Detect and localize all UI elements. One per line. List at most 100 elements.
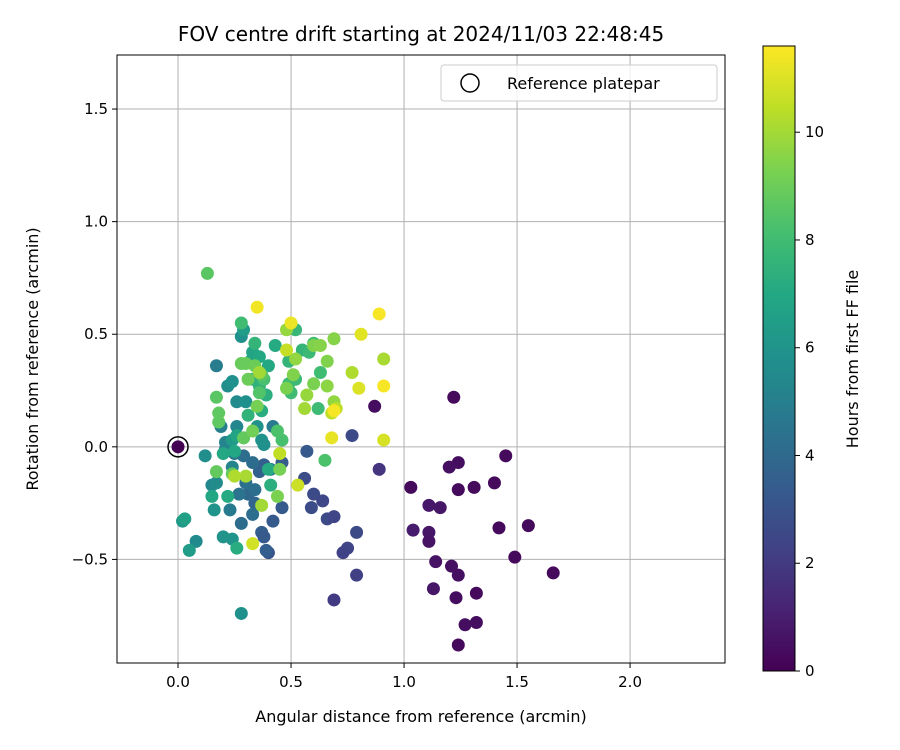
data-point — [248, 483, 262, 497]
data-point — [266, 514, 280, 528]
data-point — [228, 469, 242, 483]
data-point — [521, 519, 535, 533]
data-point — [304, 501, 318, 515]
data-point — [212, 406, 226, 420]
data-point — [230, 420, 244, 434]
data-point — [377, 433, 391, 447]
data-point — [223, 503, 237, 517]
reference-marker-group — [167, 436, 189, 458]
data-point — [280, 381, 294, 395]
data-point — [264, 478, 278, 492]
data-point — [422, 534, 436, 548]
data-point — [246, 507, 260, 521]
data-point — [252, 386, 266, 400]
data-point — [508, 550, 522, 564]
data-point — [289, 352, 303, 366]
data-point — [336, 546, 350, 560]
data-point — [239, 469, 253, 483]
data-point — [469, 615, 483, 629]
data-point — [189, 534, 203, 548]
data-point — [280, 343, 294, 357]
data-point — [230, 395, 244, 409]
data-point — [320, 379, 334, 393]
data-point — [234, 516, 248, 530]
legend-reference-marker-icon — [460, 73, 480, 93]
data-point — [234, 316, 248, 330]
colorbar-tick-label: 10 — [805, 123, 824, 141]
data-point — [469, 586, 483, 600]
data-point — [307, 487, 321, 501]
data-point — [318, 453, 332, 467]
data-point — [298, 402, 312, 416]
x-axis-label: Angular distance from reference (arcmin) — [255, 707, 586, 726]
legend: Reference platepar — [440, 64, 718, 102]
data-point — [230, 541, 244, 555]
chart-title: FOV centre drift starting at 2024/11/03 … — [178, 22, 664, 46]
data-point — [350, 525, 364, 539]
data-point — [246, 424, 260, 438]
data-point — [467, 480, 481, 494]
data-point — [232, 487, 246, 501]
data-point — [447, 390, 461, 404]
data-point — [327, 593, 341, 607]
x-tick-label: 2.0 — [618, 673, 642, 691]
colorbar-label: Hours from first FF file — [843, 270, 862, 449]
data-point — [228, 444, 242, 458]
colorbar-ticks: 0 2 4 6 8 10 — [795, 123, 824, 680]
data-point — [291, 478, 305, 492]
data-point — [261, 462, 275, 476]
data-point — [320, 354, 334, 368]
data-point — [221, 489, 235, 503]
data-point — [300, 388, 314, 402]
data-point — [422, 525, 436, 539]
y-axis-ticks: −0.5 0.0 0.5 1.0 1.5 — [72, 100, 117, 568]
plot-background — [117, 55, 725, 663]
data-point — [255, 433, 269, 447]
colorbar-tick-label: 8 — [805, 231, 815, 249]
data-point — [212, 415, 226, 429]
data-point — [458, 618, 472, 632]
data-point — [178, 512, 192, 526]
data-point — [313, 338, 327, 352]
colorbar-tick-label: 2 — [805, 554, 815, 572]
data-point — [451, 638, 465, 652]
data-point — [327, 510, 341, 524]
data-point — [377, 352, 391, 366]
data-point — [250, 300, 264, 314]
reference-ring-icon — [167, 436, 189, 458]
y-axis-label: Rotation from reference (arcmin) — [23, 227, 42, 490]
data-point — [345, 366, 359, 380]
data-point — [429, 555, 443, 569]
colorbar-tick-label: 6 — [805, 339, 815, 357]
data-point — [273, 447, 287, 461]
data-point — [198, 449, 212, 463]
data-point — [182, 543, 196, 557]
data-point — [259, 543, 273, 557]
colorbar-tick-label: 0 — [805, 662, 815, 680]
data-point — [546, 566, 560, 580]
data-point — [313, 366, 327, 380]
y-tick-label: 0.5 — [84, 325, 108, 343]
data-point — [268, 338, 282, 352]
plot-frame — [116, 54, 726, 664]
data-point — [372, 462, 386, 476]
y-tick-label: −0.5 — [72, 550, 108, 568]
data-point — [241, 408, 255, 422]
data-point — [499, 449, 513, 463]
data-point — [284, 316, 298, 330]
data-point — [327, 404, 341, 418]
data-point — [270, 489, 284, 503]
data-point — [209, 390, 223, 404]
data-point — [207, 503, 221, 517]
data-point — [261, 359, 275, 373]
y-tick-label: 1.0 — [84, 213, 108, 231]
x-tick-label: 0.0 — [166, 673, 190, 691]
data-point — [451, 568, 465, 582]
colorbar: 0 2 4 6 8 10 Hours from first FF file — [762, 45, 862, 680]
data-point — [327, 332, 341, 346]
data-point — [449, 591, 463, 605]
data-point — [275, 501, 289, 515]
y-tick-label: 1.5 — [84, 100, 108, 118]
data-point — [307, 377, 321, 391]
x-tick-label: 1.5 — [505, 673, 529, 691]
